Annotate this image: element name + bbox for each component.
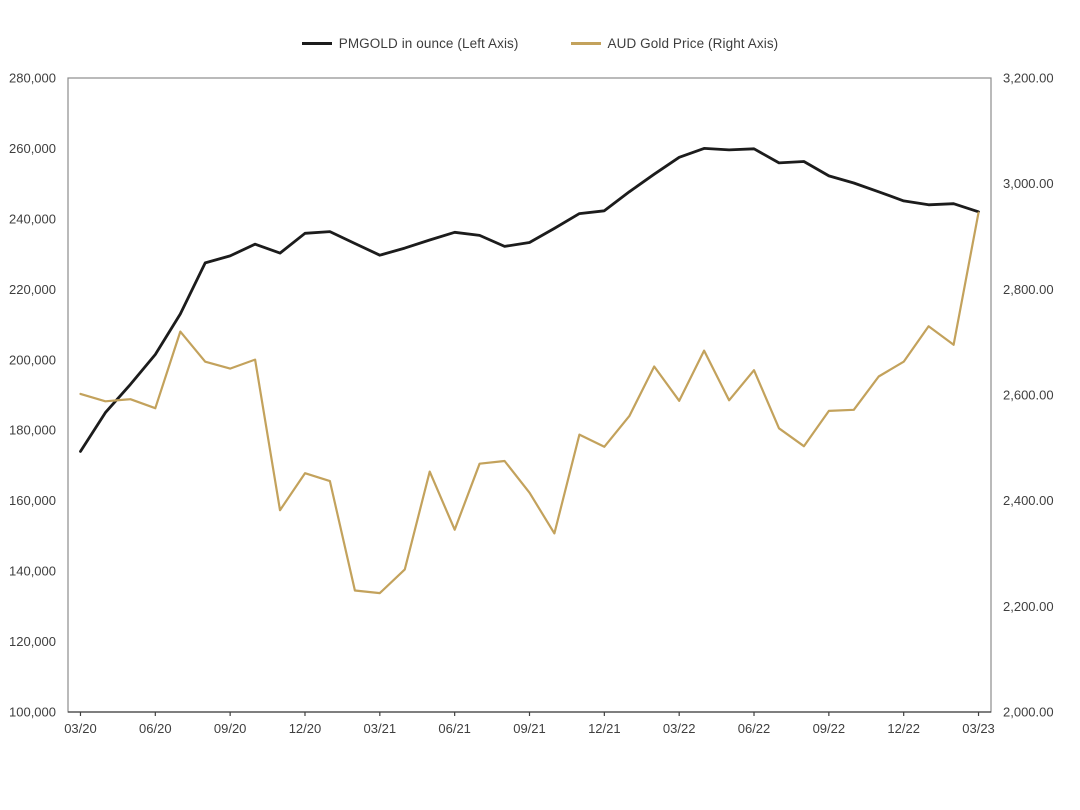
legend-item-aud: AUD Gold Price (Right Axis) bbox=[570, 36, 779, 51]
legend-swatch-aud-icon bbox=[570, 42, 601, 45]
x-axis-label: 06/21 bbox=[438, 721, 471, 736]
x-axis-label: 09/20 bbox=[214, 721, 247, 736]
right-axis-label: 3,000.00 bbox=[1003, 176, 1054, 191]
left-axis-label: 140,000 bbox=[9, 564, 56, 579]
pmgold-line bbox=[79, 146, 980, 453]
x-axis-label: 09/22 bbox=[813, 721, 846, 736]
x-axis-label: 03/21 bbox=[364, 721, 397, 736]
right-axis-label: 2,600.00 bbox=[1003, 388, 1054, 403]
right-axis-label: 2,800.00 bbox=[1003, 282, 1054, 297]
x-axis-label: 09/21 bbox=[513, 721, 546, 736]
legend-item-pmgold: PMGOLD in ounce (Left Axis) bbox=[301, 36, 519, 51]
legend-label-aud: AUD Gold Price (Right Axis) bbox=[607, 36, 779, 51]
x-axis-label: 06/20 bbox=[139, 721, 172, 736]
left-axis-label: 280,000 bbox=[9, 71, 56, 86]
left-axis-label: 200,000 bbox=[9, 352, 56, 367]
aud-gold-line bbox=[79, 211, 980, 595]
left-axis-label: 160,000 bbox=[9, 493, 56, 508]
x-axis-label: 12/22 bbox=[887, 721, 920, 736]
legend-label-pmgold: PMGOLD in ounce (Left Axis) bbox=[338, 36, 519, 51]
right-axis-label: 2,400.00 bbox=[1003, 493, 1054, 508]
x-axis-label: 03/22 bbox=[663, 721, 696, 736]
left-axis-label: 220,000 bbox=[9, 282, 56, 297]
x-axis-label: 12/20 bbox=[289, 721, 322, 736]
right-axis-label: 3,200.00 bbox=[1003, 71, 1054, 86]
left-axis-label: 260,000 bbox=[9, 141, 56, 156]
legend: PMGOLD in ounce (Left Axis) AUD Gold Pri… bbox=[0, 36, 1080, 51]
left-axis-label: 180,000 bbox=[9, 423, 56, 438]
x-axis-label: 06/22 bbox=[738, 721, 771, 736]
x-axis-label: 03/20 bbox=[64, 721, 97, 736]
left-axis-label: 100,000 bbox=[9, 705, 56, 720]
legend-swatch-pmgold-icon bbox=[301, 42, 332, 45]
right-axis-label: 2,200.00 bbox=[1003, 599, 1054, 614]
right-axis-label: 2,000.00 bbox=[1003, 705, 1054, 720]
left-axis-label: 120,000 bbox=[9, 634, 56, 649]
x-axis-label: 03/23 bbox=[962, 721, 995, 736]
left-axis-label: 240,000 bbox=[9, 211, 56, 226]
x-axis-label: 12/21 bbox=[588, 721, 621, 736]
plot-border bbox=[67, 77, 992, 713]
